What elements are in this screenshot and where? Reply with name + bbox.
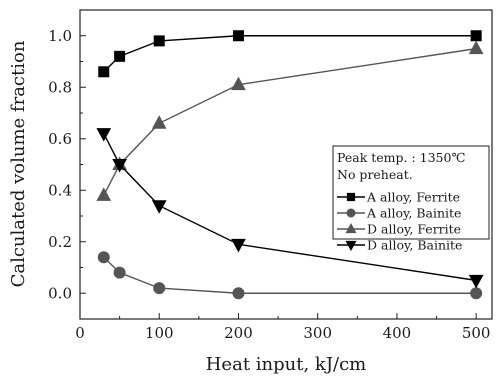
- data-point: [112, 159, 127, 173]
- data-point: [232, 30, 244, 42]
- data-point: [96, 187, 112, 201]
- x-axis-title: Heat input, kJ/cm: [206, 354, 367, 375]
- legend-label: D alloy, Bainite: [367, 238, 462, 253]
- x-tick-label: 500: [462, 324, 491, 342]
- y-tick-label: 0.6: [48, 130, 72, 148]
- data-point: [153, 35, 165, 47]
- legend-label: A alloy, Bainite: [366, 206, 461, 221]
- x-tick-label: 400: [383, 324, 412, 342]
- legend-marker: [346, 192, 356, 202]
- legend-annotation-1: Peak temp. : 1350℃: [337, 150, 465, 165]
- data-point: [113, 266, 126, 279]
- x-tick-label: 0: [75, 324, 85, 342]
- series-2: [97, 251, 483, 300]
- x-tick-label: 200: [224, 324, 253, 342]
- series-4: [96, 128, 484, 289]
- axis-ticks: 0 100 200 300 400 500 0.0 0.2 0.4 0.6 0.8 1.0: [48, 9, 491, 342]
- legend-marker: [345, 240, 357, 252]
- legend-box: [332, 145, 490, 240]
- data-point: [114, 50, 126, 62]
- data-point: [96, 128, 112, 142]
- legend-entry: A alloy, Ferrite: [337, 190, 460, 205]
- data-point: [231, 76, 246, 91]
- x-tick-label: 300: [303, 324, 332, 342]
- data-point: [468, 274, 484, 289]
- legend: Peak temp. : 1350℃ No preheat. A alloy, …: [332, 145, 490, 253]
- data-point: [97, 251, 110, 264]
- data-point: [153, 282, 166, 295]
- data-point: [470, 30, 482, 42]
- y-axis-title: Calculated volume fraction: [8, 40, 29, 287]
- y-tick-label: 0.8: [48, 78, 72, 96]
- legend-annotation-2: No preheat.: [337, 167, 413, 182]
- y-tick-label: 0.4: [48, 181, 72, 199]
- data-point: [231, 238, 246, 253]
- legend-entry: D alloy, Bainite: [337, 238, 462, 253]
- data-point: [470, 287, 483, 300]
- legend-label: D alloy, Ferrite: [367, 222, 461, 237]
- data-point: [151, 200, 167, 214]
- legend-marker: [346, 208, 356, 218]
- legend-entry: D alloy, Ferrite: [337, 222, 461, 237]
- legend-marker: [345, 222, 357, 234]
- data-point: [468, 40, 484, 55]
- y-tick-label: 0.2: [48, 233, 72, 251]
- series-layer: [96, 30, 484, 300]
- legend-entry: A alloy, Bainite: [337, 206, 461, 221]
- x-tick-label: 100: [145, 324, 174, 342]
- y-tick-label: 1.0: [48, 27, 72, 45]
- data-point: [98, 66, 110, 78]
- data-point: [151, 115, 167, 129]
- data-point: [232, 287, 245, 300]
- series-1: [98, 30, 482, 78]
- legend-label: A alloy, Ferrite: [366, 190, 460, 205]
- y-tick-label: 0.0: [48, 284, 72, 302]
